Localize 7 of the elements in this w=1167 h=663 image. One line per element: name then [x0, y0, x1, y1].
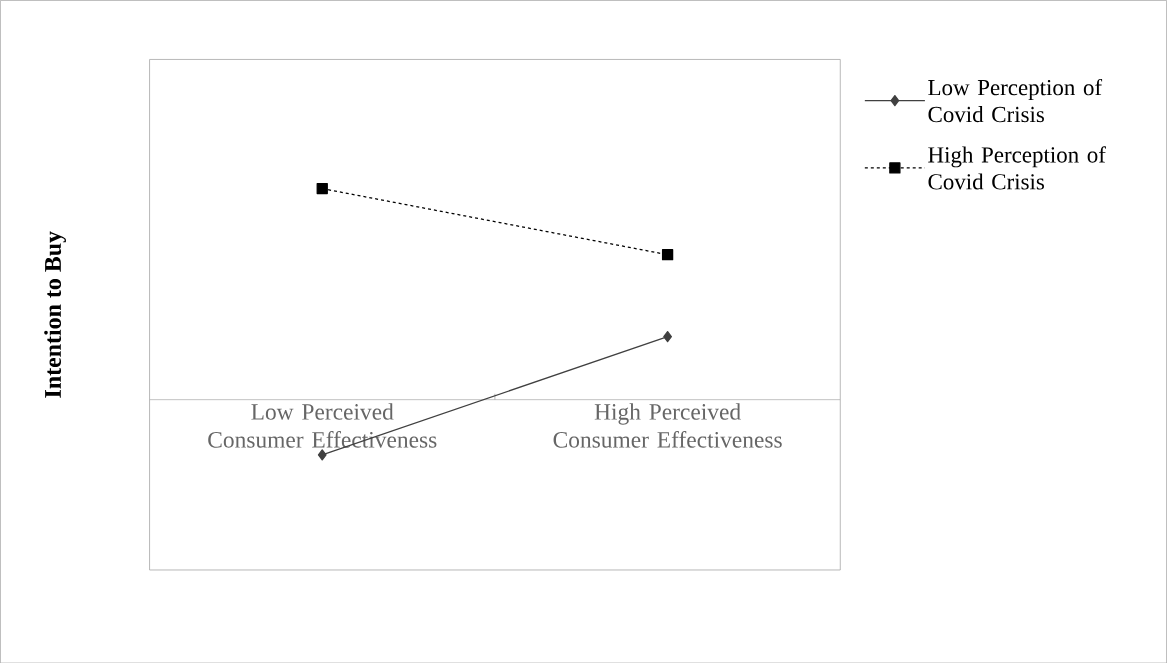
point: [661, 248, 674, 261]
point: [316, 182, 328, 194]
legend-label: High Perception of Covid Crisis: [928, 146, 1106, 190]
point: [317, 449, 327, 461]
x-tick-label: High Perceived Consumer Effectiveness: [553, 403, 782, 448]
legend-label: Low Perception of Covid Crisis: [928, 78, 1103, 123]
y-axis-title: Intention to Buy: [44, 230, 66, 398]
